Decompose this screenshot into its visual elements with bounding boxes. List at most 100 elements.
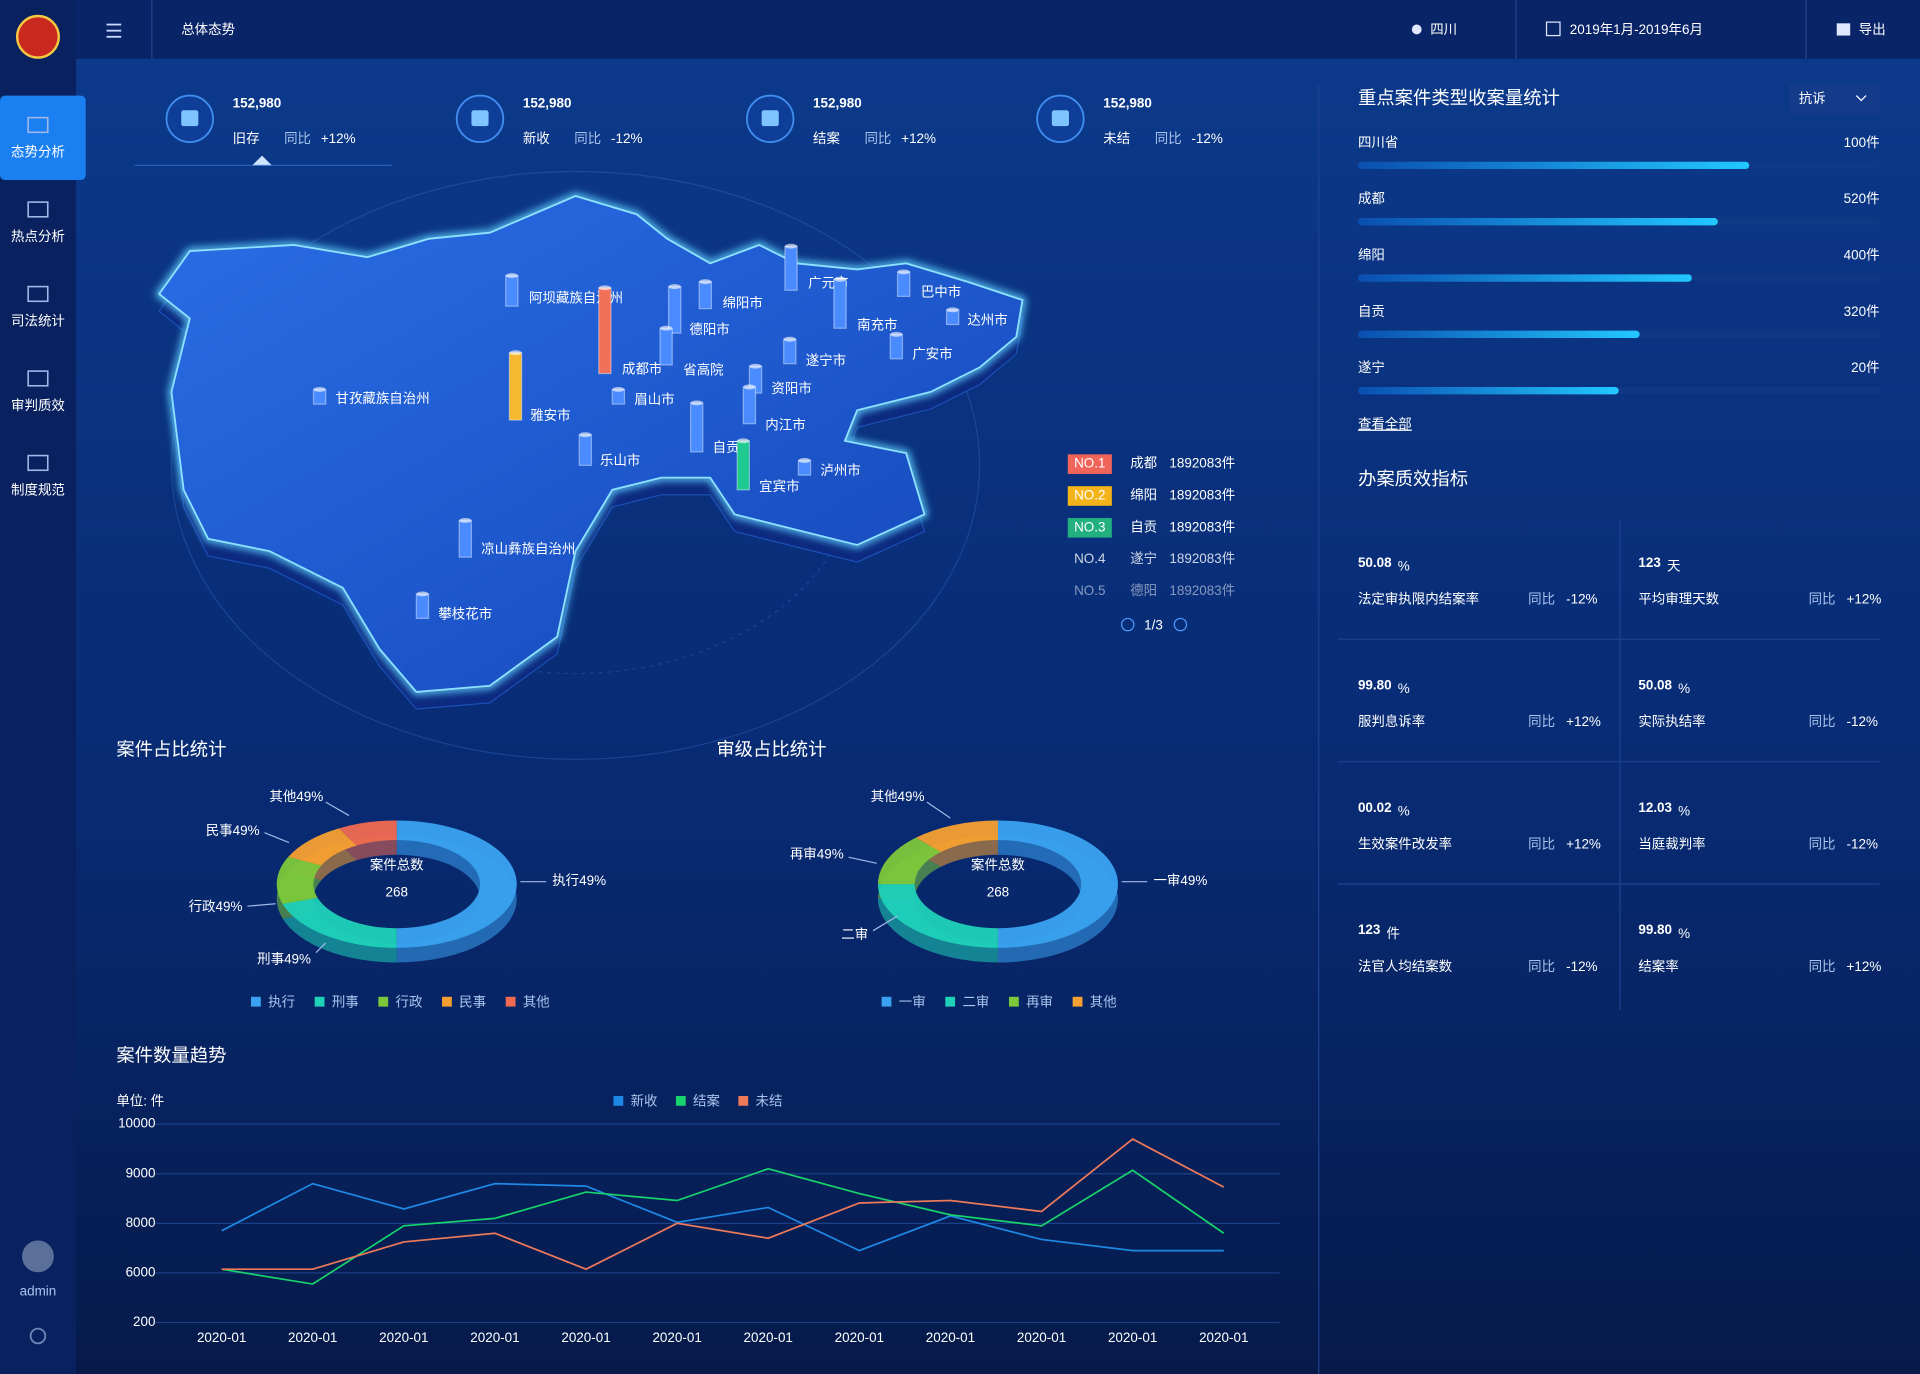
- legend-swatch: [945, 996, 956, 1007]
- city-label[interactable]: 资阳市: [771, 380, 811, 396]
- indicator-compare: 同比: [1809, 714, 1836, 729]
- segment: [877, 884, 998, 948]
- nav-item[interactable]: 司法统计: [11, 314, 65, 329]
- stat-icon: [1051, 110, 1069, 127]
- city-label[interactable]: 遂宁市: [806, 352, 846, 368]
- city-label[interactable]: 凉山彝族自治州: [481, 541, 575, 556]
- page-indicator: 1/3: [1144, 617, 1163, 632]
- x-tick-label: 2020-01: [835, 1330, 884, 1345]
- region-select[interactable]: 四川: [1430, 22, 1457, 37]
- legend-swatch: [738, 1095, 749, 1106]
- city-label[interactable]: 攀枝花市: [438, 605, 492, 621]
- city-label[interactable]: 乐山市: [600, 452, 640, 468]
- pillar-top: [459, 518, 472, 523]
- panel-title: 重点案件类型收案量统计: [1358, 87, 1560, 108]
- x-tick-label: 2020-01: [197, 1330, 246, 1345]
- indicator-unit: %: [1678, 681, 1690, 696]
- filter-value[interactable]: 抗诉: [1799, 91, 1826, 106]
- city-pillar: [896, 271, 911, 297]
- export-button[interactable]: 导出: [1859, 22, 1886, 37]
- callout: 再审49%: [790, 846, 844, 861]
- bar: [1357, 274, 1692, 282]
- indicator-unit: 天: [1667, 559, 1680, 574]
- view-all-link[interactable]: 查看全部: [1358, 416, 1412, 432]
- rank-city: 遂宁: [1130, 550, 1157, 566]
- city-label[interactable]: 达州市: [967, 311, 1007, 327]
- legend-label: 二审: [962, 994, 989, 1009]
- date-select[interactable]: 2019年1月-2019年6月: [1570, 22, 1703, 37]
- pillar-top: [749, 363, 762, 369]
- city-label[interactable]: 广安市: [912, 346, 952, 362]
- city-label[interactable]: 雅安市: [530, 407, 570, 423]
- indicator-value: 99.80: [1358, 677, 1392, 692]
- user-name: admin: [20, 1283, 57, 1298]
- page-next[interactable]: [1173, 617, 1188, 632]
- indicator-value: 50.08: [1358, 555, 1392, 570]
- rank-number: NO.1: [1074, 456, 1105, 471]
- indicator-change: +12%: [1566, 837, 1601, 852]
- rank-badge: [1067, 486, 1112, 506]
- logo: [15, 14, 60, 59]
- nav-item[interactable]: 制度规范: [11, 483, 65, 498]
- city-label[interactable]: 宜宾市: [759, 478, 799, 494]
- pillar-top: [579, 432, 592, 438]
- rank-count: 1892083件: [1169, 583, 1235, 598]
- legend-label: 再审: [1026, 994, 1053, 1009]
- avatar[interactable]: [22, 1240, 54, 1273]
- indicator-compare: 同比: [1809, 837, 1836, 852]
- legend-label: 新收: [631, 1094, 658, 1109]
- bar-count: 400件: [1844, 248, 1880, 263]
- center-total: 268: [386, 884, 408, 899]
- callout-line: [926, 801, 951, 819]
- stat-compare: 同比: [574, 131, 601, 146]
- city-label[interactable]: 成都市: [622, 360, 662, 376]
- unit-label: 单位: 件: [116, 1094, 164, 1109]
- callout-line: [264, 832, 290, 844]
- indicator-name: 生效案件改发率: [1358, 836, 1452, 852]
- stat-change: +12%: [901, 131, 936, 146]
- legend-swatch: [1008, 996, 1019, 1007]
- city-label[interactable]: 德阳市: [689, 321, 729, 337]
- city-label[interactable]: 绵阳市: [722, 294, 762, 310]
- city-label[interactable]: 南充市: [857, 316, 897, 332]
- city-label[interactable]: 泸州市: [820, 462, 860, 478]
- segment: [396, 820, 517, 948]
- x-tick-label: 2020-01: [652, 1330, 701, 1345]
- indicator-value: 99.80: [1638, 922, 1672, 937]
- pillar-top: [509, 350, 522, 356]
- stat-change: -12%: [611, 131, 642, 146]
- sidebar-active[interactable]: [0, 95, 86, 181]
- series-line: [221, 1138, 1225, 1271]
- city-pillar: [698, 281, 713, 310]
- x-tick-label: 2020-01: [561, 1330, 610, 1345]
- nav-item[interactable]: 审判质效: [11, 398, 65, 413]
- power-icon[interactable]: [29, 1327, 47, 1345]
- bar: [1357, 387, 1619, 395]
- city-label[interactable]: 省高院: [683, 362, 723, 378]
- city-label[interactable]: 内江市: [765, 417, 805, 433]
- stat-compare: 同比: [284, 131, 311, 146]
- city-label[interactable]: 甘孜藏族自治州: [336, 391, 430, 406]
- filter-select[interactable]: [1788, 83, 1880, 116]
- nav-item[interactable]: 热点分析: [11, 229, 65, 244]
- city-label[interactable]: 巴中市: [921, 283, 961, 299]
- indicator-unit: 件: [1387, 926, 1400, 941]
- indicator-name: 结案率: [1638, 958, 1678, 974]
- city-pillar: [508, 352, 523, 421]
- legend-swatch: [442, 996, 452, 1007]
- indicator-name: 实际执结率: [1638, 713, 1705, 729]
- x-tick-label: 2020-01: [470, 1330, 519, 1345]
- indicator-value: 123: [1358, 922, 1380, 937]
- bar: [1357, 218, 1718, 226]
- city-label[interactable]: 自贡: [713, 440, 740, 455]
- bar-label: 遂宁: [1358, 359, 1385, 375]
- menu-icon[interactable]: [106, 23, 122, 38]
- rank-city: 绵阳: [1130, 488, 1157, 503]
- indicator-unit: %: [1678, 803, 1690, 818]
- city-label[interactable]: 眉山市: [634, 391, 674, 407]
- legend-swatch: [314, 996, 325, 1007]
- nav-item[interactable]: 态势分析: [11, 145, 65, 160]
- page-prev[interactable]: [1121, 617, 1135, 632]
- legend-swatch: [881, 996, 892, 1007]
- pillar-top: [690, 400, 703, 406]
